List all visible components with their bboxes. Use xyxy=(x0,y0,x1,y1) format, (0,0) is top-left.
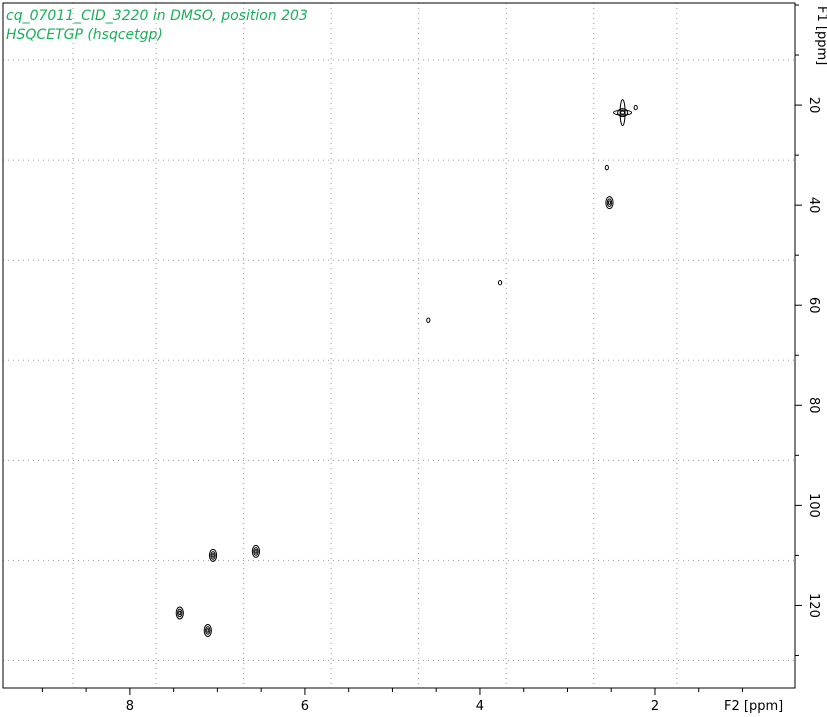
y-axis-label: F1 [ppm] xyxy=(814,6,827,65)
cross-peak xyxy=(426,317,431,323)
cross-peak xyxy=(251,544,261,558)
x-tick-label: 2 xyxy=(651,699,659,714)
x-axis-label: F2 [ppm] xyxy=(724,699,783,714)
cross-peak xyxy=(605,196,614,210)
spectrum-title-line-1: cq_07011_CID_3220 in DMSO, position 203 xyxy=(6,8,308,24)
grid-lines xyxy=(3,3,795,688)
y-tick-label: 60 xyxy=(806,297,821,314)
x-tick-label: 6 xyxy=(301,699,309,714)
cross-peak xyxy=(613,99,633,127)
cross-peak xyxy=(175,606,184,620)
y-tick-label: 40 xyxy=(806,197,821,214)
x-axis-ticks: 8 6 4 2 xyxy=(41,688,743,714)
cross-peak xyxy=(497,280,503,286)
x-tick-label: 4 xyxy=(476,699,484,714)
plot-frame xyxy=(2,2,796,689)
cross-peaks xyxy=(175,99,638,637)
cross-peak xyxy=(604,164,609,171)
y-axis-ticks: 20 40 60 80 100 120 xyxy=(795,4,821,656)
y-tick-label: 20 xyxy=(806,97,821,114)
spectrum-title-line-2: HSQCETGP (hsqcetgp) xyxy=(6,27,163,43)
cross-peak xyxy=(208,548,218,562)
y-tick-label: 80 xyxy=(806,397,821,414)
x-tick-label: 8 xyxy=(126,699,134,714)
y-tick-label: 120 xyxy=(806,593,821,618)
cross-peak xyxy=(633,104,638,111)
cross-peak xyxy=(203,623,212,637)
y-tick-label: 100 xyxy=(806,493,821,518)
